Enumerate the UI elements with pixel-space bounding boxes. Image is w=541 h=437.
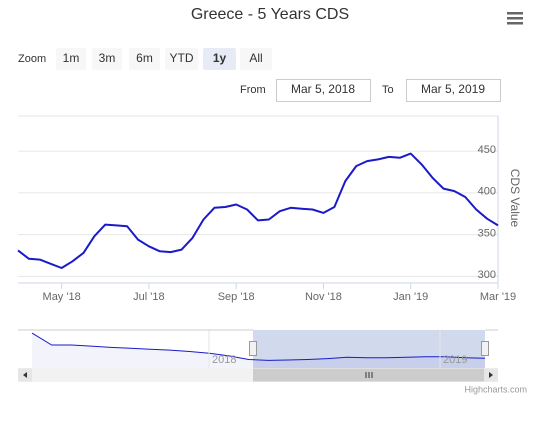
zoom-button-label: 1m — [63, 51, 80, 65]
menu-bar — [507, 22, 523, 25]
y-axis-title: CDS Value — [508, 169, 522, 228]
arrow — [489, 372, 493, 378]
zoom-button-label: 6m — [136, 51, 153, 65]
to-input[interactable] — [406, 79, 501, 102]
y-tick-label: 300 — [478, 269, 496, 281]
zoom-button[interactable] — [240, 48, 272, 70]
zoom-button[interactable] — [165, 48, 198, 70]
x-tick-label: Sep '18 — [218, 291, 255, 303]
to-value: Mar 5, 2019 — [421, 82, 485, 96]
zoom-button-label: 1y — [213, 51, 227, 65]
navigator-bg — [18, 330, 498, 368]
zoom-button[interactable] — [129, 48, 160, 70]
from-label: From — [240, 84, 266, 96]
x-tick-label: Jan '19 — [393, 291, 428, 303]
zoom-button-label: All — [249, 51, 262, 65]
y-tick-label: 400 — [478, 186, 496, 198]
navigator-area — [32, 333, 485, 368]
navigator-handle[interactable] — [481, 341, 489, 356]
zoom-button[interactable] — [56, 48, 86, 70]
menu-button[interactable] — [507, 12, 523, 25]
navigator-label: 2019 — [443, 354, 467, 366]
data-line — [17, 152, 499, 269]
x-tick-label: May '18 — [43, 291, 81, 303]
y-tick-label: 350 — [478, 227, 496, 239]
zoom-button-label: YTD — [170, 51, 194, 65]
y-tick-label: 450 — [478, 144, 496, 156]
x-tick-label: Jul '18 — [133, 291, 164, 303]
navigator-line — [31, 332, 486, 361]
from-value: Mar 5, 2018 — [291, 82, 355, 96]
zoom-button[interactable] — [92, 48, 122, 70]
navigator-selection[interactable] — [253, 330, 485, 368]
menu-bar — [507, 12, 523, 15]
scrollbar-grip — [365, 372, 373, 378]
zoom-button-label: 3m — [99, 51, 116, 65]
zoom-label: Zoom — [18, 53, 46, 65]
chart-title: Greece - 5 Years CDS — [191, 6, 349, 23]
arrow — [23, 372, 27, 378]
menu-bar — [507, 17, 523, 20]
navigator-handle[interactable] — [249, 341, 257, 356]
zoom-button[interactable] — [203, 48, 236, 70]
x-tick-label: Nov '18 — [305, 291, 342, 303]
navigator-label: 2018 — [212, 354, 236, 366]
x-tick-label: Mar '19 — [480, 291, 516, 303]
to-label: To — [382, 84, 394, 96]
from-input[interactable] — [276, 79, 371, 102]
credits[interactable]: Highcharts.com — [464, 384, 527, 394]
